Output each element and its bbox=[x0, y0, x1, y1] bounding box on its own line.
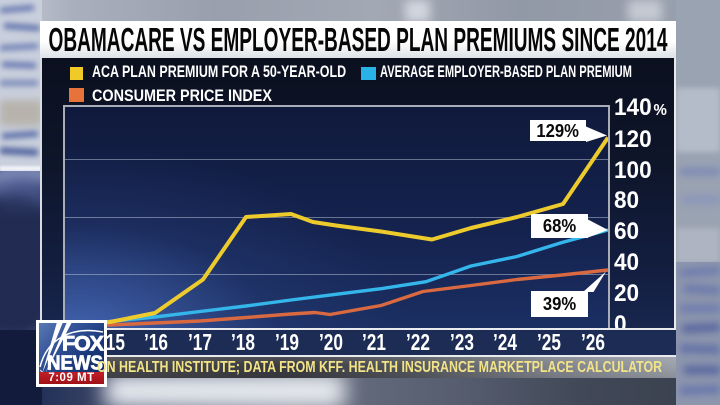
svg-text:NEWS: NEWS bbox=[47, 353, 103, 375]
svg-text:FOX: FOX bbox=[62, 332, 104, 356]
